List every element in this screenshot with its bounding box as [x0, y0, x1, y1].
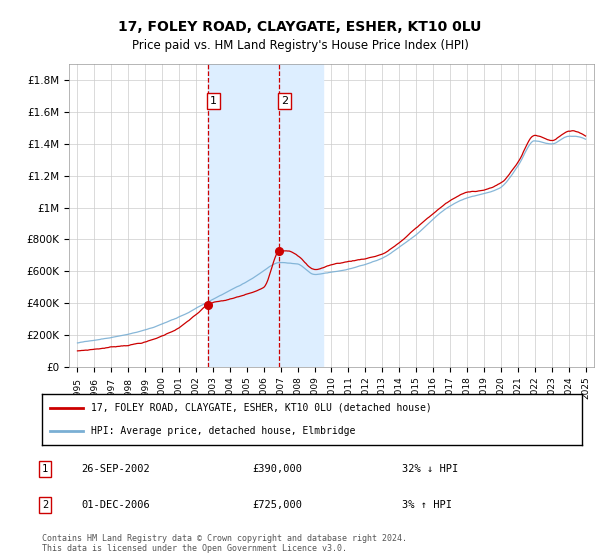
Text: 17, FOLEY ROAD, CLAYGATE, ESHER, KT10 0LU (detached house): 17, FOLEY ROAD, CLAYGATE, ESHER, KT10 0L… [91, 403, 431, 413]
Text: 17, FOLEY ROAD, CLAYGATE, ESHER, KT10 0LU: 17, FOLEY ROAD, CLAYGATE, ESHER, KT10 0L… [118, 20, 482, 34]
Text: 26-SEP-2002: 26-SEP-2002 [81, 464, 150, 474]
Bar [280, 64, 323, 367]
Text: 1: 1 [210, 96, 217, 106]
Bar [208, 64, 280, 367]
Text: 3% ↑ HPI: 3% ↑ HPI [402, 501, 452, 510]
Text: HPI: Average price, detached house, Elmbridge: HPI: Average price, detached house, Elmb… [91, 426, 355, 436]
Text: Price paid vs. HM Land Registry's House Price Index (HPI): Price paid vs. HM Land Registry's House … [131, 39, 469, 52]
Text: Contains HM Land Registry data © Crown copyright and database right 2024.
This d: Contains HM Land Registry data © Crown c… [42, 534, 407, 553]
Text: 01-DEC-2006: 01-DEC-2006 [81, 501, 150, 510]
Text: 32% ↓ HPI: 32% ↓ HPI [402, 464, 458, 474]
Text: 2: 2 [281, 96, 288, 106]
Text: 2: 2 [42, 501, 48, 510]
Text: £390,000: £390,000 [252, 464, 302, 474]
Text: 1: 1 [42, 464, 48, 474]
Text: £725,000: £725,000 [252, 501, 302, 510]
